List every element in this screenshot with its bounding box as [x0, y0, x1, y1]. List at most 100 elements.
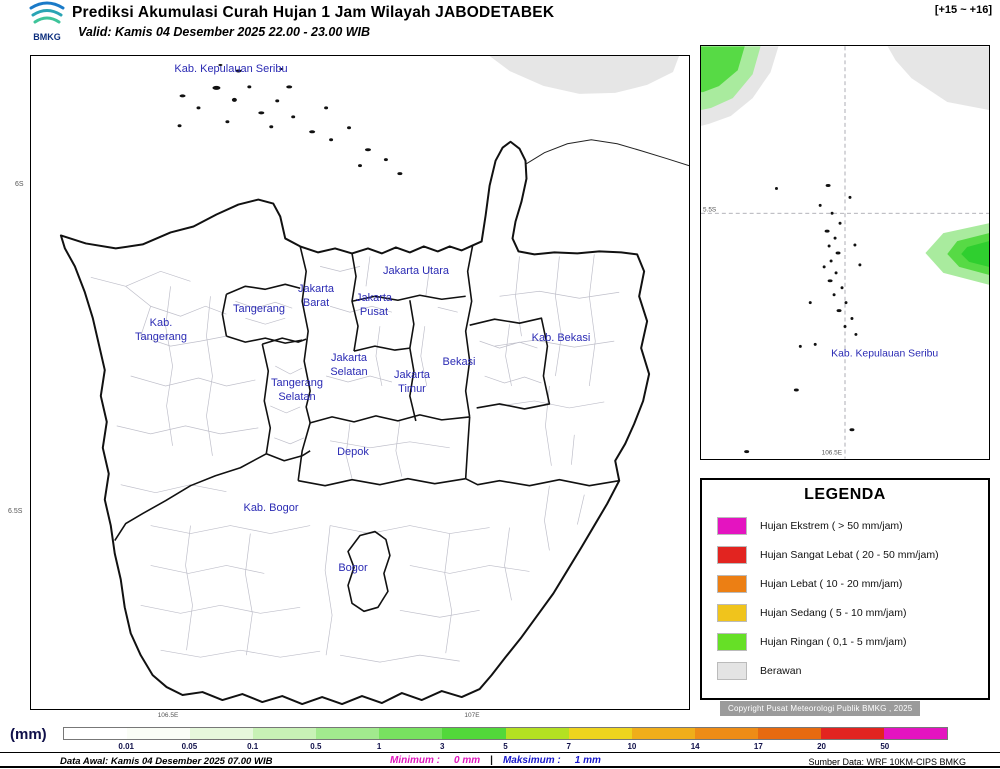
inset-map-kepulauan-seribu: 5.5S 106.5E Kab. Kepulauan Seribu — [700, 45, 990, 460]
legend-swatch-sedang — [717, 603, 747, 622]
colorbar-segment — [884, 728, 948, 739]
colorbar-segment — [316, 728, 380, 739]
minimum-label: Minimum : — [390, 755, 440, 766]
map-label-bogor: Bogor — [338, 562, 368, 574]
map-label-depok: Depok — [337, 446, 369, 458]
inset-rain-patch-bright — [701, 46, 745, 93]
copyright-bar: Copyright Pusat Meteorologi Publik BMKG … — [720, 701, 921, 716]
legend-item-lebat: Hujan Lebat ( 10 - 20 mm/jam) — [702, 569, 988, 598]
bmkg-logo: BMKG — [24, 1, 70, 42]
map-label-kab-bekasi: Kab. Bekasi — [531, 332, 591, 344]
lon-tick-107e: 107E — [464, 712, 480, 719]
inset-lon-tick: 106.5E — [822, 450, 843, 457]
colorbar-segment — [757, 728, 821, 739]
region-outer-boundary — [59, 140, 651, 706]
valid-time-subtitle: Valid: Kamis 04 Desember 2025 22.00 - 23… — [78, 25, 371, 39]
page-title: Prediksi Akumulasi Curah Hujan 1 Jam Wil… — [72, 4, 555, 21]
colorbar — [63, 727, 948, 740]
bmkg-logo-icon — [29, 1, 65, 24]
colorbar-tick: 5 — [503, 742, 508, 751]
inset-islands — [744, 183, 862, 454]
lead-time-badge: [+15 ~ +16] — [934, 4, 992, 16]
main-map-svg — [59, 56, 690, 706]
colorbar-segment — [64, 728, 128, 739]
lat-tick-6s: 6S — [15, 181, 24, 188]
map-label-jakarta-timur: Jakarta Timur — [393, 369, 431, 396]
map-label-kab-tangerang: Kab. Tangerang — [135, 317, 187, 344]
colorbar-ticks: 0.01 0.05 0.1 0.5 1 3 5 7 10 14 17 20 50 — [63, 742, 948, 752]
legend-swatch-ekstrem — [717, 516, 747, 535]
colorbar-segment — [694, 728, 758, 739]
colorbar-tick: 0.01 — [118, 742, 134, 751]
bottom-border — [0, 766, 1000, 768]
colorbar-tick: 3 — [440, 742, 445, 751]
inset-berawan-patch-right — [887, 46, 989, 110]
colorbar-tick: 20 — [817, 742, 827, 751]
legend-panel: LEGENDA Hujan Ekstrem ( > 50 mm/jam) Huj… — [700, 478, 990, 700]
map-label-tangerang-selatan: Tangerang Selatan — [271, 377, 323, 404]
colorbar-unit-label: (mm) — [10, 726, 47, 743]
legend-rows: Hujan Ekstrem ( > 50 mm/jam) Hujan Sanga… — [702, 511, 988, 685]
colorbar-segment — [190, 728, 254, 739]
map-label-kepulauan-seribu: Kab. Kepulauan Seribu — [174, 63, 288, 75]
legend-swatch-sangat-lebat — [717, 545, 747, 564]
minmax-text: Minimum : 0 mm | Maksimum : 1 mm — [390, 755, 601, 766]
colorbar-segment — [820, 728, 885, 739]
legend-item-ringan: Hujan Ringan ( 0,1 - 5 mm/jam) — [702, 627, 988, 656]
lat-tick-6-5s: 6.5S — [8, 508, 23, 515]
bmkg-logo-label: BMKG — [33, 32, 61, 42]
legend-item-ekstrem: Hujan Ekstrem ( > 50 mm/jam) — [702, 511, 988, 540]
colorbar-segment — [568, 728, 632, 739]
sumber-data-text: Sumber Data: WRF 10KM-CIPS BMKG — [808, 757, 966, 767]
colorbar-tick: 7 — [566, 742, 571, 751]
main-map: Kab. Kepulauan Seribu Kab. Tangerang Tan… — [30, 55, 690, 710]
legend-label-berawan: Berawan — [760, 664, 802, 677]
inset-region-label: Kab. Kepulauan Seribu — [831, 348, 938, 359]
maksimum-label: Maksimum : — [502, 755, 561, 766]
islands — [177, 63, 403, 176]
colorbar-segment — [442, 728, 506, 739]
legend-label-ekstrem: Hujan Ekstrem ( > 50 mm/jam) — [760, 519, 903, 532]
internal-boundaries — [114, 245, 620, 613]
colorbar-tick: 17 — [753, 742, 763, 751]
colorbar-segment — [253, 728, 317, 739]
footer-bar: Data Awal: Kamis 04 Desember 2025 07.00 … — [0, 752, 1000, 767]
legend-label-sangat-lebat: Hujan Sangat Lebat ( 20 - 50 mm/jam) — [760, 548, 939, 561]
colorbar-tick: 1 — [376, 742, 382, 751]
inset-map-svg: 5.5S 106.5E Kab. Kepulauan Seribu — [701, 46, 989, 459]
legend-swatch-berawan — [717, 661, 747, 680]
colorbar-tick: 0.5 — [310, 742, 322, 751]
legend-swatch-lebat — [717, 574, 747, 593]
colorbar-segment — [127, 728, 191, 739]
legend-title: LEGENDA — [804, 486, 886, 503]
maksimum-value: 1 mm — [574, 755, 601, 766]
legend-swatch-ringan — [717, 632, 747, 651]
colorbar-tick: 0.1 — [247, 742, 259, 751]
map-label-kab-bogor: Kab. Bogor — [243, 502, 299, 514]
map-label-bekasi: Bekasi — [442, 356, 476, 368]
colorbar-tick: 14 — [690, 742, 700, 751]
legend-item-berawan: Berawan — [702, 656, 988, 685]
map-label-jakarta-barat: Jakarta Barat — [297, 283, 335, 310]
colorbar-segment — [631, 728, 695, 739]
map-label-jakarta-selatan: Jakarta Selatan — [330, 352, 368, 379]
inset-rain-patch-right-core — [961, 241, 989, 267]
legend-item-sedang: Hujan Sedang ( 5 - 10 mm/jam) — [702, 598, 988, 627]
legend-label-ringan: Hujan Ringan ( 0,1 - 5 mm/jam) — [760, 635, 907, 648]
inset-lat-tick: 5.5S — [703, 206, 716, 213]
colorbar-tick: 10 — [627, 742, 637, 751]
legend-item-sangat-lebat: Hujan Sangat Lebat ( 20 - 50 mm/jam) — [702, 540, 988, 569]
berawan-patch — [489, 56, 680, 94]
legend-label-lebat: Hujan Lebat ( 10 - 20 mm/jam) — [760, 577, 903, 590]
lon-tick-106-5e: 106.5E — [157, 712, 179, 719]
data-awal-text: Data Awal: Kamis 04 Desember 2025 07.00 … — [60, 756, 273, 767]
kecamatan-boundaries — [90, 254, 620, 663]
map-label-jakarta-utara: Jakarta Utara — [382, 265, 450, 277]
colorbar-segment — [505, 728, 569, 739]
colorbar-tick: 50 — [880, 742, 890, 751]
legend-label-sedang: Hujan Sedang ( 5 - 10 mm/jam) — [760, 606, 907, 619]
minimum-value: 0 mm — [454, 755, 481, 766]
map-label-jakarta-pusat: Jakarta Pusat — [355, 292, 393, 319]
colorbar-tick: 0.05 — [181, 742, 198, 751]
minmax-separator: | — [490, 755, 493, 766]
